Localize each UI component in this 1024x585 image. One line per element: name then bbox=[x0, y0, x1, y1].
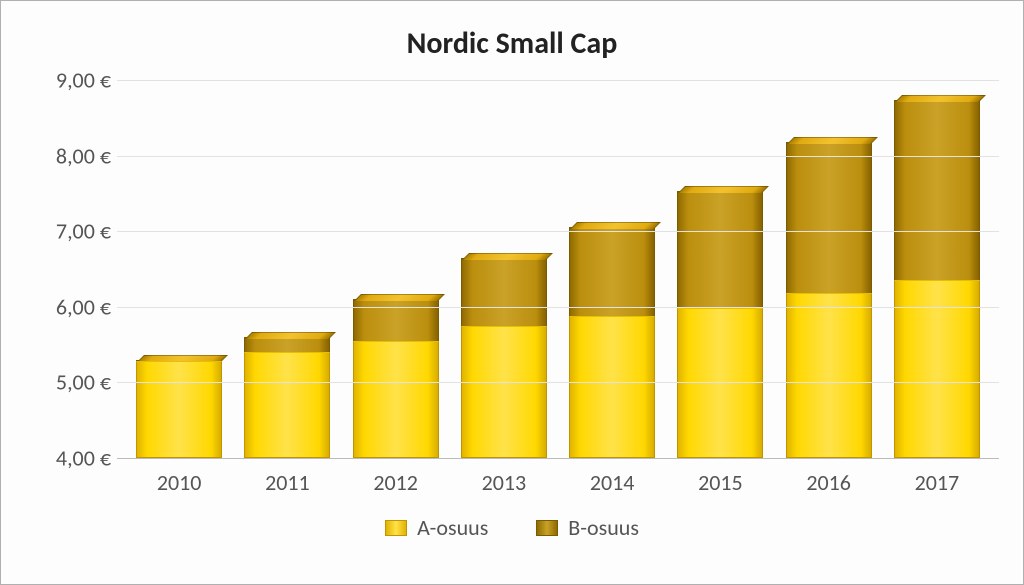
bar-segment-b bbox=[569, 227, 655, 316]
x-axis: 2010 2011 2012 2013 2014 2015 2016 2017 bbox=[117, 459, 999, 496]
bar-segment-b bbox=[244, 337, 330, 352]
y-tick-label: 5,00 € bbox=[56, 369, 111, 396]
y-tick-label: 9,00 € bbox=[56, 67, 111, 94]
y-tick-label: 6,00 € bbox=[56, 293, 111, 320]
x-tick-label: 2012 bbox=[353, 469, 439, 496]
x-tick-label: 2010 bbox=[136, 469, 222, 496]
plot-row: 4,00 €5,00 €6,00 €7,00 €8,00 €9,00 € bbox=[25, 80, 999, 459]
x-tick-label: 2013 bbox=[461, 469, 547, 496]
bars-container bbox=[117, 80, 999, 458]
grid-line bbox=[117, 156, 999, 157]
legend-swatch-a bbox=[385, 520, 407, 536]
bar-segment-a bbox=[461, 326, 547, 458]
bar-segment-a bbox=[353, 341, 439, 458]
y-tick-label: 7,00 € bbox=[56, 218, 111, 245]
y-tick-label: 4,00 € bbox=[56, 445, 111, 472]
bar-segment-b bbox=[461, 258, 547, 326]
bar bbox=[894, 100, 980, 458]
chart-frame: Nordic Small Cap 4,00 € 5,00 € 6,00 € 7,00 … bbox=[0, 0, 1024, 585]
bar bbox=[136, 360, 222, 458]
bar-segment-b bbox=[353, 299, 439, 341]
bar-segment-b bbox=[894, 100, 980, 280]
bar bbox=[461, 258, 547, 458]
legend-item-b: B-osuus bbox=[536, 514, 639, 541]
bar bbox=[244, 337, 330, 458]
legend-swatch-b bbox=[536, 520, 558, 536]
legend-label-a: A-osuus bbox=[417, 514, 488, 541]
legend-item-a: A-osuus bbox=[385, 514, 488, 541]
bar-segment-a bbox=[244, 352, 330, 458]
x-tick-label: 2016 bbox=[786, 469, 872, 496]
x-tick-label: 2017 bbox=[894, 469, 980, 496]
legend: A-osuus B-osuus bbox=[25, 514, 999, 541]
x-tick-label: 2014 bbox=[569, 469, 655, 496]
bar bbox=[353, 299, 439, 458]
bar-segment-a bbox=[569, 316, 655, 458]
chart-title: Nordic Small Cap bbox=[25, 25, 999, 62]
y-axis: 4,00 €5,00 €6,00 €7,00 €8,00 €9,00 € bbox=[25, 80, 117, 458]
plot-area bbox=[117, 80, 999, 459]
bar-segment-a bbox=[136, 361, 222, 458]
y-tick-label: 8,00 € bbox=[56, 142, 111, 169]
x-tick-label: 2015 bbox=[677, 469, 763, 496]
bar-segment-a bbox=[786, 293, 872, 458]
bar-segment-b bbox=[786, 142, 872, 293]
x-tick-label: 2011 bbox=[244, 469, 330, 496]
bar-segment-b bbox=[677, 191, 763, 308]
grid-line bbox=[117, 382, 999, 383]
grid-line bbox=[117, 307, 999, 308]
legend-label-b: B-osuus bbox=[568, 514, 639, 541]
bar bbox=[786, 142, 872, 458]
bar bbox=[569, 227, 655, 458]
grid-line bbox=[117, 231, 999, 232]
grid-line bbox=[117, 80, 999, 81]
